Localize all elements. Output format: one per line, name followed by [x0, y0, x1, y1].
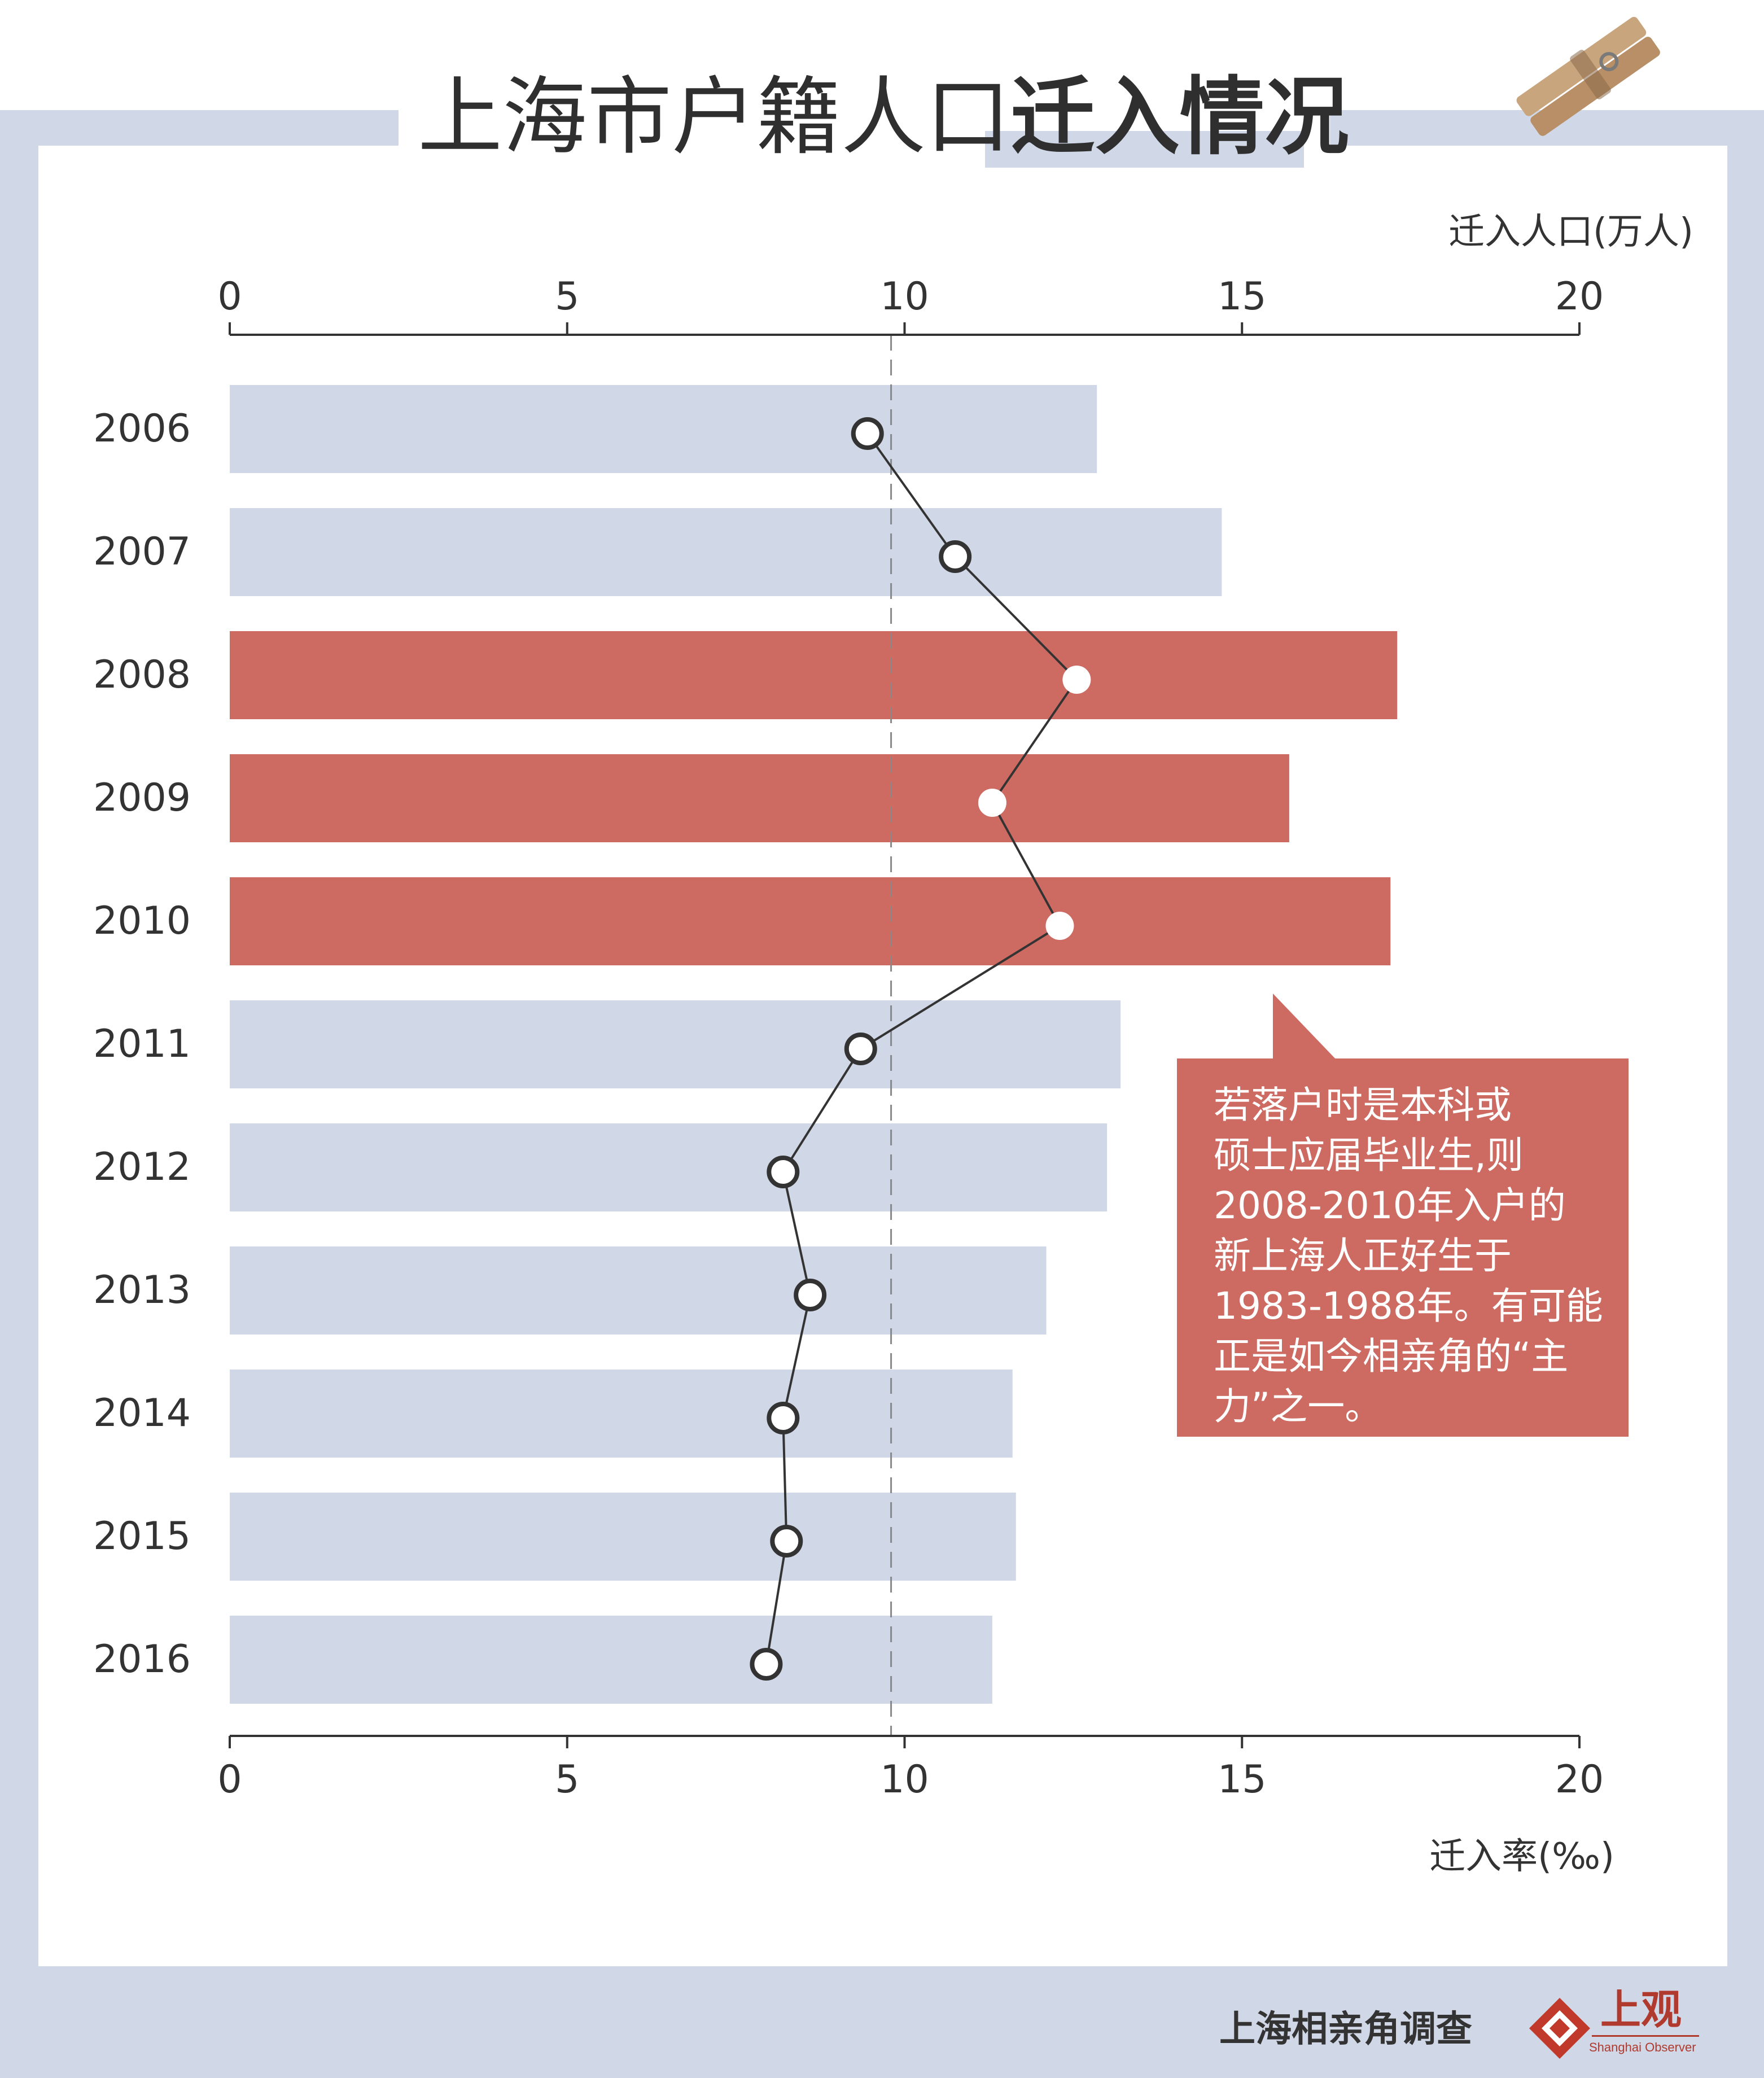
points-layer	[750, 417, 1091, 1681]
callout-pointer	[1273, 994, 1338, 1061]
bar-2014	[230, 1370, 1013, 1458]
top-tick-label-0: 0	[217, 274, 242, 319]
category-label-2016: 2016	[93, 1637, 191, 1682]
brand-logo-icon	[1529, 1998, 1590, 2059]
annotation-line: 2008-2010年入户的	[1214, 1184, 1566, 1227]
point-2006	[851, 417, 884, 450]
category-label-2014: 2014	[93, 1391, 191, 1436]
category-label-2007: 2007	[93, 530, 191, 574]
category-label-2009: 2009	[93, 776, 191, 820]
category-label-2008: 2008	[93, 653, 191, 697]
page-title: 上海市户籍人口迁入情况	[418, 67, 1349, 168]
point-2008	[1062, 666, 1091, 694]
category-label-2006: 2006	[93, 406, 191, 451]
point-2012	[767, 1156, 800, 1188]
category-label-2012: 2012	[93, 1145, 191, 1189]
point-2010	[1045, 912, 1074, 940]
point-2009	[978, 789, 1006, 817]
bar-2015	[230, 1493, 1016, 1581]
axes-layer: 2006200720082009201020112012201320142015…	[93, 274, 1604, 1802]
point-2011	[844, 1033, 877, 1065]
top-axis-label: 迁入人口(万人)	[1448, 211, 1693, 253]
bottom-tick-label-10: 10	[880, 1757, 929, 1802]
bottom-axis-label: 迁入率(‰)	[1429, 1836, 1614, 1878]
bar-2016	[230, 1616, 992, 1704]
bottom-tick-label-5: 5	[555, 1757, 579, 1802]
bar-2008	[230, 631, 1398, 719]
bar-2006	[230, 385, 1097, 473]
title-normal: 上海市户籍人口	[418, 68, 1011, 167]
bars-layer	[230, 385, 1398, 1704]
title-bold: 迁入情况	[1010, 68, 1350, 167]
brand-divider	[1592, 2035, 1699, 2037]
bar-2011	[230, 1000, 1121, 1088]
point-2016	[750, 1648, 783, 1681]
annotation-line: 若落户时是本科或	[1214, 1083, 1512, 1127]
bar-2010	[230, 877, 1391, 965]
source-label: 上海相亲角调查	[1219, 2009, 1472, 2050]
top-tick-label-5: 5	[555, 274, 579, 319]
point-2007	[939, 540, 972, 573]
point-2013	[794, 1279, 827, 1311]
top-tick-label-15: 15	[1218, 274, 1267, 319]
point-2014	[767, 1402, 800, 1434]
top-tick-label-20: 20	[1555, 274, 1604, 319]
bar-2007	[230, 508, 1222, 596]
annotation-line: 力”之一。	[1214, 1385, 1382, 1428]
top-tick-label-10: 10	[880, 274, 929, 319]
brand-subtitle: Shanghai Observer	[1589, 2040, 1696, 2054]
category-label-2013: 2013	[93, 1268, 191, 1313]
annotation-line: 1983-1988年。有可能	[1214, 1284, 1603, 1328]
category-label-2011: 2011	[93, 1022, 191, 1066]
bottom-tick-label-0: 0	[217, 1757, 242, 1802]
annotation-line: 硕士应届毕业生,则	[1214, 1134, 1524, 1177]
bar-2013	[230, 1246, 1047, 1335]
brand-name: 上观	[1600, 1985, 1682, 2033]
annotation-line: 新上海人正好生于	[1214, 1234, 1512, 1278]
bottom-tick-label-15: 15	[1218, 1757, 1267, 1802]
title-highlight	[985, 131, 1304, 168]
category-label-2015: 2015	[93, 1514, 191, 1559]
point-2015	[770, 1525, 803, 1558]
category-label-2010: 2010	[93, 899, 191, 943]
bottom-tick-label-20: 20	[1555, 1757, 1604, 1802]
bar-2012	[230, 1123, 1108, 1211]
annotation-callout: 若落户时是本科或 硕士应届毕业生,则 2008-2010年入户的 新上海人正好生…	[1177, 1058, 1629, 1437]
clothespin-icon	[1516, 16, 1660, 136]
annotation-line: 正是如今相亲角的“主	[1214, 1335, 1569, 1378]
bar-2009	[230, 754, 1289, 842]
